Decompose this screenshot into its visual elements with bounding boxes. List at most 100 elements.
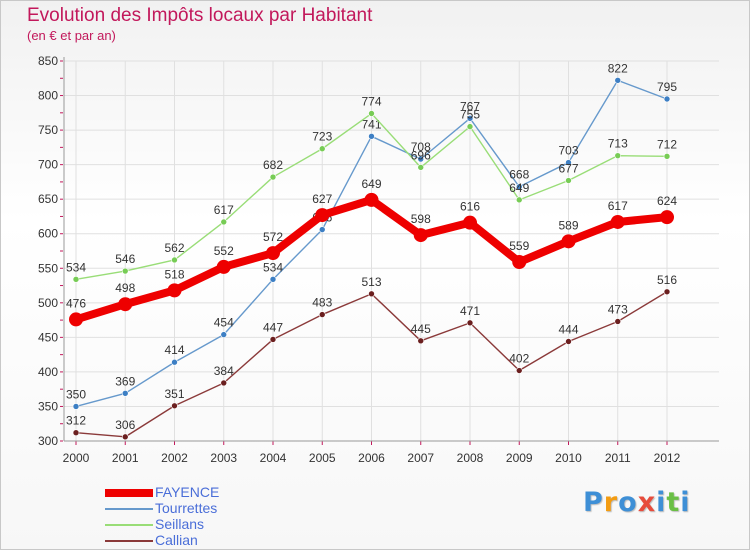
data-point bbox=[121, 267, 129, 275]
data-label: 598 bbox=[411, 212, 431, 226]
y-tick-label: 500 bbox=[38, 296, 58, 310]
data-label: 649 bbox=[509, 181, 529, 195]
data-point bbox=[269, 173, 277, 181]
legend-swatch bbox=[105, 489, 153, 497]
y-tick-label: 600 bbox=[38, 227, 58, 241]
data-label: 516 bbox=[657, 273, 677, 287]
data-label: 447 bbox=[263, 320, 283, 334]
data-label: 755 bbox=[460, 108, 480, 122]
data-point bbox=[565, 177, 572, 184]
data-point bbox=[220, 218, 228, 226]
legend-label: Callian bbox=[155, 532, 198, 548]
data-label: 649 bbox=[361, 177, 381, 191]
logo-letter: i bbox=[680, 487, 691, 518]
data-point bbox=[614, 77, 622, 84]
data-label: 712 bbox=[657, 137, 677, 151]
legend-item-seillans: Seillans bbox=[103, 516, 303, 533]
data-label: 572 bbox=[263, 230, 283, 244]
data-point bbox=[663, 288, 671, 296]
data-point bbox=[614, 152, 622, 159]
data-label: 741 bbox=[361, 117, 381, 131]
data-point bbox=[118, 297, 133, 312]
data-point bbox=[466, 319, 474, 327]
data-point bbox=[171, 256, 178, 264]
y-tick-label: 450 bbox=[38, 330, 58, 344]
data-point bbox=[660, 210, 674, 225]
data-label: 822 bbox=[608, 61, 628, 75]
data-label: 708 bbox=[411, 140, 431, 154]
y-tick-label: 650 bbox=[38, 192, 58, 206]
data-label: 534 bbox=[66, 260, 86, 274]
logo-letter: o bbox=[618, 487, 638, 518]
data-label: 518 bbox=[164, 267, 184, 281]
data-point bbox=[515, 367, 523, 374]
x-tick-label: 2005 bbox=[309, 451, 336, 465]
data-label: 402 bbox=[509, 352, 529, 366]
legend-item-callian: Callian bbox=[103, 532, 303, 549]
x-tick-label: 2000 bbox=[63, 451, 90, 465]
data-label: 414 bbox=[164, 343, 184, 357]
data-label: 617 bbox=[214, 203, 234, 217]
legend-label: Tourrettes bbox=[155, 500, 218, 516]
data-label: 682 bbox=[263, 158, 283, 172]
data-point bbox=[610, 214, 625, 229]
data-label: 312 bbox=[66, 414, 86, 428]
logo-letter: i bbox=[656, 487, 667, 518]
data-point bbox=[216, 259, 231, 274]
data-label: 627 bbox=[312, 192, 332, 206]
logo-letter: x bbox=[637, 487, 657, 518]
data-point bbox=[466, 115, 474, 122]
data-point bbox=[72, 276, 80, 283]
data-label: 617 bbox=[608, 199, 628, 213]
data-point bbox=[512, 255, 527, 270]
data-point bbox=[466, 123, 474, 130]
proxiti-logo: Proxiti bbox=[583, 487, 691, 518]
legend-item-tourrettes: Tourrettes bbox=[103, 500, 303, 517]
data-point bbox=[364, 192, 379, 207]
x-tick-label: 2011 bbox=[605, 451, 631, 465]
data-label: 774 bbox=[361, 95, 381, 109]
data-label: 445 bbox=[411, 322, 431, 336]
chart-title: Evolution des Impôts locaux par Habitant bbox=[27, 5, 373, 26]
data-point bbox=[614, 318, 622, 325]
data-point bbox=[220, 331, 228, 338]
y-tick-label: 750 bbox=[38, 123, 58, 137]
data-point bbox=[121, 433, 129, 441]
logo-letter: r bbox=[603, 487, 619, 518]
data-label: 454 bbox=[214, 316, 234, 330]
data-point bbox=[515, 183, 523, 191]
data-point bbox=[171, 402, 178, 410]
data-point bbox=[413, 228, 428, 243]
legend-swatch bbox=[105, 524, 153, 526]
data-label: 616 bbox=[460, 200, 480, 214]
data-label: 306 bbox=[115, 418, 135, 432]
data-point bbox=[368, 110, 375, 117]
data-point bbox=[269, 336, 277, 343]
x-tick-label: 2004 bbox=[260, 451, 287, 465]
data-label: 552 bbox=[214, 244, 234, 258]
data-point bbox=[72, 403, 80, 410]
data-label: 476 bbox=[66, 296, 86, 310]
data-point bbox=[561, 234, 576, 249]
data-label: 559 bbox=[509, 239, 529, 253]
data-label: 767 bbox=[460, 99, 480, 113]
x-tick-label: 2008 bbox=[457, 451, 484, 465]
logo-letter: P bbox=[583, 487, 604, 518]
data-point bbox=[663, 95, 671, 103]
x-tick-label: 2001 bbox=[112, 451, 139, 465]
data-point bbox=[318, 311, 326, 318]
data-point bbox=[171, 358, 178, 366]
data-point bbox=[663, 153, 671, 160]
data-point bbox=[269, 276, 277, 283]
legend-label: Seillans bbox=[155, 516, 205, 532]
data-label: 351 bbox=[164, 387, 184, 401]
x-tick-label: 2002 bbox=[161, 451, 188, 465]
data-point bbox=[315, 208, 330, 223]
data-label: 795 bbox=[657, 80, 677, 94]
data-label: 703 bbox=[558, 144, 578, 158]
data-label: 498 bbox=[115, 281, 135, 295]
x-tick-label: 2003 bbox=[210, 451, 237, 465]
data-label: 562 bbox=[164, 241, 184, 255]
legend-swatch bbox=[105, 508, 153, 510]
